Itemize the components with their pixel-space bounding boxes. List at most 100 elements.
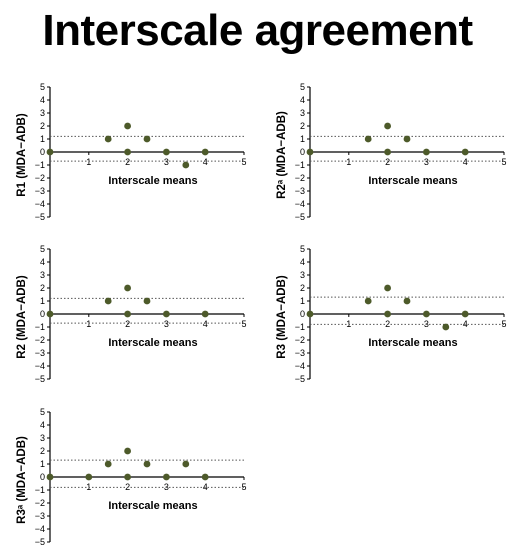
data-point (124, 284, 131, 292)
data-point (384, 148, 391, 156)
y-tick-label: −2 (35, 498, 45, 508)
y-tick-label: 1 (40, 459, 45, 469)
y-tick-label: 3 (40, 433, 45, 443)
data-point (124, 473, 131, 481)
y-tick-label: 4 (40, 420, 45, 430)
y-tick-label: −3 (295, 348, 305, 358)
y-tick-label: 0 (300, 309, 305, 319)
x-tick-label: 5 (241, 157, 246, 167)
y-tick-label: 5 (300, 82, 305, 92)
y-tick-label: −4 (35, 524, 45, 534)
data-point (384, 122, 391, 130)
y-tick-label: 4 (40, 257, 45, 267)
y-tick-label: −3 (35, 186, 45, 196)
x-tick-label: 4 (203, 157, 208, 167)
y-tick-label: 2 (40, 121, 45, 131)
plot-panel-r3a: R3ᵃ (MDA−ADB) 543210−1−2−3−4−512345Inter… (10, 405, 250, 555)
y-tick-label: 0 (40, 472, 45, 482)
x-tick-label: 3 (164, 157, 169, 167)
y-tick-label: −5 (295, 374, 305, 384)
data-point (163, 310, 170, 318)
plot-panel-r3: R3 (MDA−ADB) 543210−1−2−3−4−512345Inters… (270, 242, 510, 392)
y-tick-label: −2 (295, 173, 305, 183)
x-tick-label: 5 (501, 157, 506, 167)
x-tick-label: 4 (203, 319, 208, 329)
data-point (163, 148, 170, 156)
data-point (124, 447, 131, 455)
y-tick-label: 3 (40, 108, 45, 118)
data-point (306, 310, 314, 318)
figure-title: Interscale agreement (42, 6, 473, 55)
y-tick-label: 2 (300, 283, 305, 293)
data-point (143, 135, 151, 143)
y-tick-label: −2 (35, 335, 45, 345)
data-point (201, 473, 209, 481)
x-tick-label: 1 (86, 319, 91, 329)
y-tick-label: 4 (40, 95, 45, 105)
data-point (85, 473, 93, 481)
x-tick-label: 2 (385, 157, 390, 167)
y-tick-label: 2 (300, 121, 305, 131)
data-point (104, 460, 112, 468)
x-axis-label: Interscale means (368, 337, 457, 349)
y-tick-label: 3 (40, 270, 45, 280)
x-tick-label: 3 (164, 319, 169, 329)
y-tick-label: −1 (35, 485, 45, 495)
x-tick-label: 2 (125, 319, 130, 329)
data-point (423, 310, 430, 318)
data-point (423, 148, 430, 156)
y-tick-label: −1 (295, 160, 305, 170)
data-point (143, 297, 151, 305)
x-axis-label: Interscale means (108, 175, 197, 187)
y-tick-label: −5 (35, 212, 45, 222)
data-point (163, 473, 170, 481)
data-point (124, 148, 131, 156)
data-point (143, 460, 151, 468)
y-tick-label: 1 (40, 134, 45, 144)
y-tick-label: 3 (300, 108, 305, 118)
data-point (182, 460, 190, 468)
data-point (461, 310, 469, 318)
data-point (201, 310, 209, 318)
x-tick-label: 5 (501, 319, 506, 329)
x-axis-label: Interscale means (108, 337, 197, 349)
x-tick-label: 1 (86, 157, 91, 167)
y-tick-label: 0 (40, 309, 45, 319)
data-point (46, 310, 54, 318)
y-tick-label: 4 (300, 95, 305, 105)
y-tick-label: 2 (40, 446, 45, 456)
y-tick-label: −5 (35, 374, 45, 384)
x-tick-label: 1 (346, 157, 351, 167)
y-tick-label: −2 (295, 335, 305, 345)
y-tick-label: 5 (300, 244, 305, 254)
x-tick-label: 5 (241, 482, 246, 492)
data-point (124, 310, 131, 318)
y-tick-label: −3 (35, 348, 45, 358)
y-tick-label: −2 (35, 173, 45, 183)
y-tick-label: −5 (35, 537, 45, 547)
y-tick-label: −3 (35, 511, 45, 521)
y-tick-label: −1 (295, 322, 305, 332)
y-tick-label: −4 (35, 199, 45, 209)
y-tick-label: 5 (40, 82, 45, 92)
data-point (403, 135, 411, 143)
y-tick-label: 1 (300, 296, 305, 306)
plot-panel-r1: R1 (MDA−ADB) 5 4 3 2 1 0 −1 −2 −3 −4 −5 1 2 3 4 5 Inters… (10, 80, 250, 230)
y-tick-label: −1 (35, 160, 45, 170)
y-tick-label: 0 (300, 147, 305, 157)
data-point (124, 122, 131, 130)
x-tick-label: 3 (424, 157, 429, 167)
x-tick-label: 5 (241, 319, 246, 329)
y-tick-label: −4 (35, 361, 45, 371)
data-point (364, 135, 372, 143)
y-tick-label: −4 (295, 199, 305, 209)
data-point (364, 297, 372, 305)
data-point (306, 148, 314, 156)
plot-panel-r2: R2 (MDA−ADB) 5 4 3 2 1 0 −1 −2 −3 −4 −5 1 2 3 4 5 Inters… (10, 242, 250, 392)
data-point (384, 310, 391, 318)
data-point (403, 297, 411, 305)
y-tick-label: 4 (300, 257, 305, 267)
